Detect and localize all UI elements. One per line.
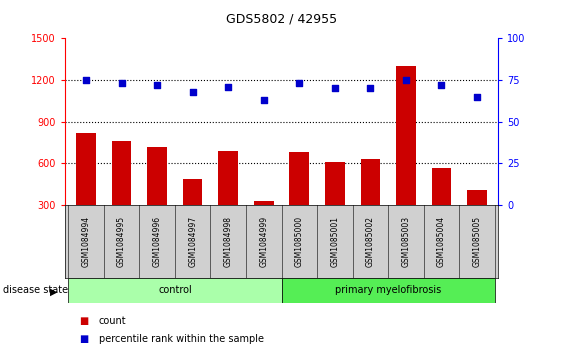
Point [117,80,126,86]
Point [259,97,268,103]
Text: ■: ■ [79,316,88,326]
Text: GSM1084994: GSM1084994 [82,216,91,267]
Text: percentile rank within the sample: percentile rank within the sample [99,334,263,344]
Point [472,94,481,99]
Point [437,82,446,88]
Text: primary myelofibrosis: primary myelofibrosis [335,285,441,295]
Text: count: count [99,316,126,326]
Bar [112,141,131,205]
Text: GSM1084999: GSM1084999 [259,216,268,267]
Bar [282,278,495,303]
Bar [218,151,238,205]
Text: ▶: ▶ [50,287,57,297]
Bar [289,152,309,205]
Bar [148,147,167,205]
Point [153,82,162,88]
Point [224,83,233,89]
Bar [325,162,345,205]
Text: GSM1084997: GSM1084997 [188,216,197,267]
Bar [183,179,203,205]
Text: GSM1084995: GSM1084995 [117,216,126,267]
Text: GSM1085001: GSM1085001 [330,216,339,267]
Bar [77,133,96,205]
Text: GSM1085005: GSM1085005 [472,216,481,267]
Point [82,77,91,83]
Bar [68,278,282,303]
Text: GSM1084998: GSM1084998 [224,216,233,267]
Text: disease state: disease state [3,285,68,295]
Bar [432,167,451,205]
Text: GDS5802 / 42955: GDS5802 / 42955 [226,13,337,26]
Point [330,85,339,91]
Point [366,85,375,91]
Text: GSM1084996: GSM1084996 [153,216,162,267]
Text: GSM1085002: GSM1085002 [366,216,375,267]
Point [188,89,197,94]
Bar [396,66,415,205]
Point [401,77,410,83]
Point [295,80,304,86]
Text: GSM1085004: GSM1085004 [437,216,446,267]
Text: ■: ■ [79,334,88,344]
Bar [254,201,274,205]
Text: GSM1085003: GSM1085003 [401,216,410,267]
Text: GSM1085000: GSM1085000 [295,216,304,267]
Bar [360,159,380,205]
Text: control: control [158,285,192,295]
Bar [467,190,486,205]
